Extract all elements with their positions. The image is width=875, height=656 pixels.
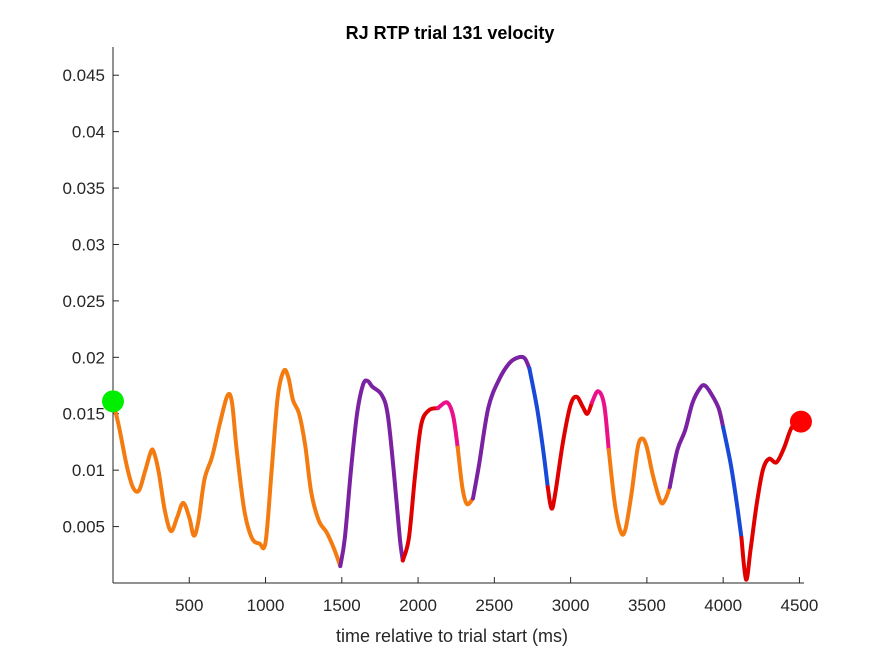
y-tick-label: 0.04 <box>72 123 105 142</box>
velocity-segment-red <box>400 406 440 563</box>
start-marker <box>102 390 124 413</box>
plot-area: 500 1000 1500 2000 2500 3000 3500 4000 4500 0.005… <box>62 47 818 615</box>
x-tick-label: 1500 <box>323 596 361 615</box>
velocity-segment-magenta <box>435 400 460 450</box>
velocity-segment-purple <box>338 378 405 569</box>
y-tick-label: 0.035 <box>62 179 105 198</box>
y-tick-label: 0.015 <box>62 405 105 424</box>
x-tick-label: 4000 <box>704 596 742 615</box>
velocity-segment-purple <box>470 354 532 501</box>
y-tick-label: 0.025 <box>62 292 105 311</box>
x-tick-label: 2500 <box>475 596 513 615</box>
x-tick-label: 3000 <box>552 596 590 615</box>
x-axis-label: time relative to trial start (ms) <box>336 626 568 646</box>
velocity-segment-red <box>739 419 803 582</box>
velocity-segment-blue <box>721 425 744 540</box>
x-tick-label: 2000 <box>399 596 437 615</box>
y-tick-label: 0.03 <box>72 235 105 254</box>
x-tick-label: 4500 <box>781 596 819 615</box>
velocity-segment-orange <box>606 436 672 537</box>
y-tick-label: 0.045 <box>62 66 105 85</box>
y-tick-label: 0.01 <box>72 461 105 480</box>
x-tick-label: 1000 <box>247 596 285 615</box>
velocity-segment-orange <box>455 445 475 507</box>
end-marker <box>789 410 812 433</box>
chart-title: RJ RTP trial 131 velocity <box>346 23 555 43</box>
velocity-segment-magenta <box>589 389 611 452</box>
y-tick-label: 0.02 <box>72 348 105 367</box>
velocity-segment-blue <box>527 366 550 490</box>
velocity-segment-orange <box>111 367 343 569</box>
velocity-segment-red <box>545 394 594 511</box>
x-tick-label: 500 <box>175 596 203 615</box>
x-tick-label: 3500 <box>628 596 666 615</box>
y-tick-label: 0.005 <box>62 518 105 537</box>
velocity-segment-purple <box>667 383 726 490</box>
